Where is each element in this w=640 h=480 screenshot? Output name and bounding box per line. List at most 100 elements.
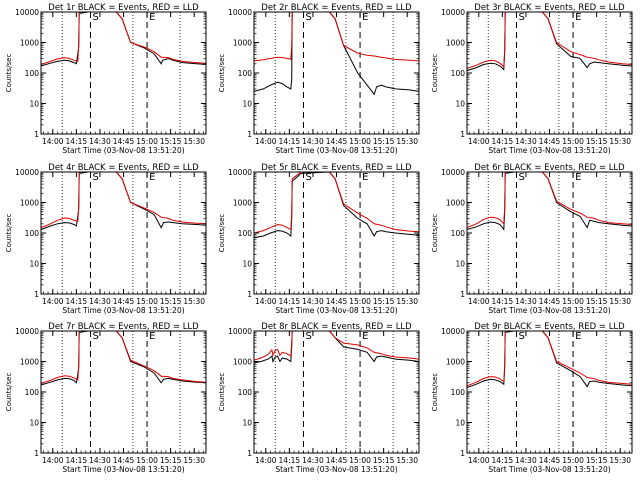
marker-label: E	[575, 12, 581, 23]
y-tick-label: 10000	[441, 327, 465, 336]
x-tick-label: 15:30	[609, 297, 631, 306]
y-tick-label: 1	[460, 449, 465, 458]
x-tick-label: 15:15	[586, 297, 608, 306]
x-tick-label: 14:45	[113, 297, 135, 306]
marker-label: S	[93, 12, 99, 23]
y-axis-label: Counts/sec	[5, 54, 13, 93]
x-tick-label: 14:15	[492, 137, 514, 146]
chart-title: Det 5r BLACK = Events, RED = LLD	[261, 163, 412, 173]
y-tick-label: 10	[29, 419, 39, 428]
x-tick-label: 14:15	[66, 137, 88, 146]
y-tick-label: 1	[247, 449, 252, 458]
marker-label: S	[519, 172, 525, 183]
y-tick-label: 1000	[233, 358, 252, 367]
series-line-lld	[466, 330, 633, 387]
y-tick-label: 1000	[20, 358, 39, 367]
x-tick-label: 15:00	[349, 297, 371, 306]
x-tick-label: 14:00	[42, 137, 64, 146]
x-tick-label: 14:00	[255, 297, 277, 306]
x-tick-label: 14:15	[279, 456, 301, 465]
x-tick-label: 15:15	[586, 137, 608, 146]
x-tick-label: 14:15	[492, 456, 514, 465]
y-axis-label: Counts/sec	[431, 54, 439, 93]
y-tick-label: 1	[34, 130, 39, 139]
marker-label: E	[575, 172, 581, 183]
x-tick-label: 14:30	[89, 137, 111, 146]
plot-frame	[253, 11, 420, 135]
x-tick-label: 15:00	[562, 137, 584, 146]
series-line-lld	[466, 171, 633, 229]
marker-label: S	[519, 12, 525, 23]
y-tick-label: 1	[247, 130, 252, 139]
series-line-events	[466, 330, 633, 388]
x-tick-label: 15:00	[349, 456, 371, 465]
chart-title: Det 4r BLACK = Events, RED = LLD	[48, 163, 199, 173]
y-tick-label: 10000	[15, 168, 39, 177]
x-tick-label: 15:15	[160, 297, 182, 306]
marker-label: E	[362, 331, 368, 342]
x-axis-label: Start Time (03-Nov-08 13:51:20)	[275, 146, 397, 155]
y-tick-label: 1000	[446, 199, 465, 208]
x-tick-label: 15:00	[136, 137, 158, 146]
x-tick-label: 14:30	[515, 297, 537, 306]
x-tick-label: 14:00	[255, 456, 277, 465]
y-tick-label: 1000	[233, 199, 252, 208]
x-tick-label: 15:00	[562, 456, 584, 465]
x-tick-label: 14:45	[539, 137, 561, 146]
y-tick-label: 10000	[441, 8, 465, 17]
x-tick-label: 14:30	[515, 137, 537, 146]
x-axis-label: Start Time (03-Nov-08 13:51:20)	[275, 306, 397, 315]
x-tick-label: 14:15	[66, 456, 88, 465]
chart-title: Det 2r BLACK = Events, RED = LLD	[261, 3, 412, 13]
marker-label: S	[93, 172, 99, 183]
y-tick-label: 100	[451, 388, 466, 397]
y-tick-label: 1000	[446, 358, 465, 367]
y-tick-label: 100	[451, 229, 466, 238]
x-tick-label: 15:30	[183, 137, 205, 146]
x-tick-label: 14:45	[113, 137, 135, 146]
x-tick-label: 14:15	[492, 297, 514, 306]
y-tick-label: 1	[34, 290, 39, 299]
series-line-lld	[40, 171, 207, 229]
x-tick-label: 15:00	[349, 137, 371, 146]
marker-label: S	[306, 172, 312, 183]
x-tick-label: 15:30	[396, 297, 418, 306]
chart-title: Det 9r BLACK = Events, RED = LLD	[474, 322, 625, 332]
x-tick-label: 14:45	[539, 297, 561, 306]
x-tick-label: 15:30	[183, 456, 205, 465]
marker-label: S	[306, 331, 312, 342]
series-line-lld	[253, 330, 420, 361]
y-axis-label: Counts/sec	[218, 373, 226, 412]
x-tick-label: 15:00	[136, 297, 158, 306]
x-tick-label: 15:15	[373, 456, 395, 465]
x-tick-label: 15:30	[609, 456, 631, 465]
y-tick-label: 100	[238, 69, 253, 78]
plot-frame	[40, 171, 207, 295]
y-axis-label: Counts/sec	[5, 214, 13, 253]
marker-label: S	[519, 331, 525, 342]
y-tick-label: 1	[247, 290, 252, 299]
marker-label: E	[149, 331, 155, 342]
plot-frame	[253, 330, 420, 454]
x-tick-label: 14:15	[279, 297, 301, 306]
x-tick-label: 14:00	[42, 456, 64, 465]
x-tick-label: 14:30	[515, 456, 537, 465]
y-tick-label: 10000	[441, 168, 465, 177]
series-line-lld	[466, 11, 633, 69]
y-tick-label: 1000	[446, 39, 465, 48]
y-tick-label: 1	[460, 290, 465, 299]
x-tick-label: 15:15	[586, 456, 608, 465]
x-tick-label: 15:15	[373, 137, 395, 146]
y-axis-label: Counts/sec	[431, 373, 439, 412]
y-axis-label: Counts/sec	[218, 54, 226, 93]
x-tick-label: 14:00	[42, 297, 64, 306]
y-axis-label: Counts/sec	[218, 214, 226, 253]
y-tick-label: 10	[242, 100, 252, 109]
chart-title: Det 7r BLACK = Events, RED = LLD	[48, 322, 199, 332]
chart-title: Det 3r BLACK = Events, RED = LLD	[474, 3, 625, 13]
y-tick-label: 10000	[15, 8, 39, 17]
